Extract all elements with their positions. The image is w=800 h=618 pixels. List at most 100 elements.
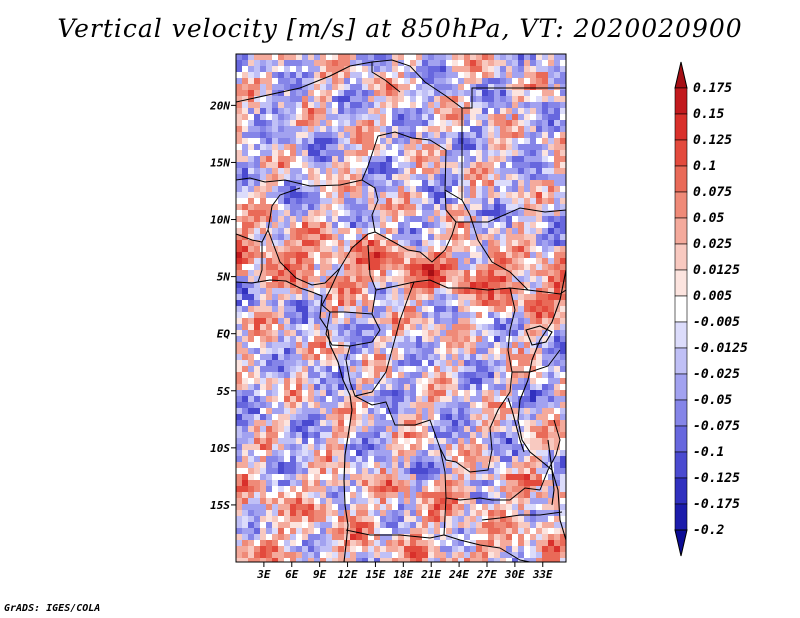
field-cell — [386, 228, 393, 235]
field-cell — [536, 498, 543, 505]
field-cell — [392, 414, 399, 421]
field-cell — [386, 378, 393, 385]
field-cell — [296, 486, 303, 493]
field-cell — [554, 234, 561, 241]
field-cell — [296, 240, 303, 247]
field-cell — [488, 240, 495, 247]
field-cell — [398, 288, 405, 295]
field-cell — [236, 306, 243, 313]
field-cell — [308, 330, 315, 337]
field-cell — [476, 192, 483, 199]
field-cell — [296, 468, 303, 475]
field-cell — [392, 534, 399, 541]
field-cell — [266, 360, 273, 367]
field-cell — [278, 378, 285, 385]
field-cell — [302, 198, 309, 205]
field-cell — [278, 444, 285, 451]
field-cell — [428, 96, 435, 103]
field-cell — [386, 114, 393, 121]
field-cell — [470, 312, 477, 319]
field-cell — [458, 222, 465, 229]
field-cell — [428, 318, 435, 325]
field-cell — [332, 318, 339, 325]
field-cell — [446, 450, 453, 457]
field-cell — [302, 450, 309, 457]
field-cell — [362, 450, 369, 457]
field-cell — [314, 396, 321, 403]
field-cell — [536, 114, 543, 121]
field-cell — [308, 96, 315, 103]
field-cell — [236, 348, 243, 355]
field-cell — [524, 186, 531, 193]
field-cell — [470, 450, 477, 457]
field-cell — [512, 108, 519, 115]
field-cell — [524, 438, 531, 445]
field-cell — [344, 552, 351, 559]
field-cell — [380, 246, 387, 253]
field-cell — [272, 54, 279, 61]
field-cell — [338, 138, 345, 145]
field-cell — [524, 138, 531, 145]
field-cell — [446, 360, 453, 367]
field-cell — [428, 474, 435, 481]
field-cell — [416, 306, 423, 313]
field-cell — [542, 276, 549, 283]
field-cell — [452, 102, 459, 109]
field-cell — [416, 228, 423, 235]
field-cell — [410, 156, 417, 163]
field-cell — [284, 186, 291, 193]
field-cell — [416, 132, 423, 139]
field-cell — [392, 198, 399, 205]
field-cell — [266, 276, 273, 283]
field-cell — [506, 420, 513, 427]
field-cell — [518, 402, 525, 409]
field-cell — [254, 114, 261, 121]
field-cell — [416, 492, 423, 499]
field-cell — [272, 114, 279, 121]
field-cell — [536, 228, 543, 235]
field-cell — [290, 240, 297, 247]
field-cell — [326, 234, 333, 241]
field-cell — [548, 246, 555, 253]
field-cell — [422, 420, 429, 427]
field-cell — [308, 186, 315, 193]
field-cell — [314, 276, 321, 283]
field-cell — [392, 342, 399, 349]
field-cell — [314, 270, 321, 277]
field-cell — [284, 234, 291, 241]
field-cell — [374, 66, 381, 73]
field-cell — [236, 432, 243, 439]
field-cell — [248, 270, 255, 277]
field-cell — [272, 138, 279, 145]
field-cell — [320, 270, 327, 277]
field-cell — [518, 504, 525, 511]
field-cell — [404, 306, 411, 313]
field-cell — [302, 294, 309, 301]
field-cell — [434, 456, 441, 463]
field-cell — [506, 360, 513, 367]
field-cell — [536, 306, 543, 313]
field-cell — [326, 186, 333, 193]
field-cell — [512, 324, 519, 331]
field-cell — [554, 348, 561, 355]
field-cell — [530, 186, 537, 193]
field-cell — [446, 276, 453, 283]
field-cell — [290, 102, 297, 109]
field-cell — [380, 282, 387, 289]
field-cell — [320, 426, 327, 433]
field-cell — [440, 330, 447, 337]
field-cell — [350, 78, 357, 85]
field-cell — [320, 408, 327, 415]
field-cell — [536, 102, 543, 109]
field-cell — [488, 402, 495, 409]
field-cell — [296, 270, 303, 277]
field-cell — [308, 348, 315, 355]
field-cell — [398, 486, 405, 493]
field-cell — [266, 480, 273, 487]
field-cell — [350, 72, 357, 79]
field-cell — [488, 144, 495, 151]
field-cell — [464, 522, 471, 529]
field-cell — [368, 198, 375, 205]
field-cell — [242, 342, 249, 349]
field-cell — [290, 150, 297, 157]
